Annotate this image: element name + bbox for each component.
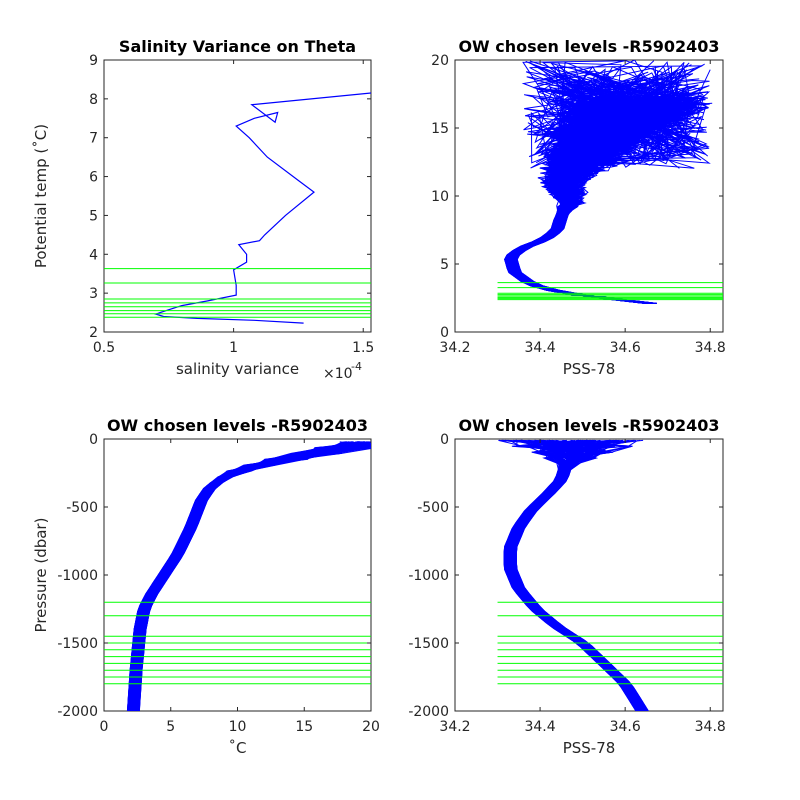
- y-axis-label: Pressure (dbar): [32, 518, 50, 633]
- x-tick-label: 34.8: [695, 340, 726, 356]
- y-axis-label: Potential temp (˚C): [32, 124, 50, 268]
- y-tick-label: -500: [66, 500, 98, 516]
- profile-line: [131, 442, 371, 711]
- y-tick-label: 5: [440, 257, 449, 273]
- y-tick-label: -2000: [57, 704, 98, 720]
- x-tick-label: 0.5: [93, 340, 115, 356]
- y-tick-label: -1500: [408, 636, 449, 652]
- x-tick-label: 34.4: [524, 340, 555, 356]
- plot-content: [497, 60, 723, 304]
- x-tick-label: 34.2: [439, 340, 470, 356]
- y-tick-label: 5: [89, 208, 98, 224]
- profile-line: [128, 441, 364, 711]
- plot-area: [454, 438, 724, 712]
- profile-line: [136, 441, 354, 711]
- plot-content: [104, 92, 371, 324]
- x-tick-label: 34.2: [439, 719, 470, 735]
- x-tick-label: 10: [229, 719, 247, 735]
- subplot-4: 34.2 34.4 34.6 34.8 -2000 -1500 -1000 -500 0 OW c…: [408, 416, 726, 757]
- profile-line: [133, 441, 370, 711]
- profile-line: [138, 444, 371, 711]
- subplot-1: 0.5 1 1.5 2 3 4 5 6 7 8 9 Salinity Variance on Thet…: [32, 37, 374, 382]
- y-tick-label: 6: [89, 170, 98, 186]
- y-tick-label: 10: [431, 189, 449, 205]
- profile-line: [134, 443, 371, 711]
- y-tick-label: 15: [431, 121, 449, 137]
- subplot-3: 0 5 10 15 20 -2000 -1500 -1000 -500 0 OW chosen le…: [32, 416, 380, 757]
- x-tick-label: 1: [229, 340, 238, 356]
- y-tick-label: 8: [89, 92, 98, 108]
- profile-line: [503, 439, 637, 711]
- chart-title: OW chosen levels -R5902403: [458, 37, 719, 56]
- profile-line: [512, 78, 709, 304]
- variance-line: [153, 92, 371, 324]
- y-tick-label: 20: [431, 53, 449, 69]
- profile-line: [515, 439, 648, 711]
- y-tick-label: -1000: [57, 568, 98, 584]
- profile-line: [511, 62, 696, 304]
- y-tick-label: -1500: [57, 636, 98, 652]
- y-tick-label: 4: [89, 247, 98, 263]
- y-tick-label: -500: [417, 500, 449, 516]
- plot-area: [103, 438, 372, 712]
- y-tick-label: 0: [89, 432, 98, 448]
- y-tick-label: -1000: [408, 568, 449, 584]
- profile-line: [513, 439, 647, 711]
- x-tick-label: 5: [166, 719, 175, 735]
- plot-content: [104, 441, 371, 711]
- y-tick-label: -2000: [408, 704, 449, 720]
- x-tick-label: 20: [362, 719, 380, 735]
- subplot-2: 34.2 34.4 34.6 34.8 0 5 10 15 20 OW chosen levels…: [431, 37, 726, 378]
- profile-line: [135, 443, 371, 711]
- profile-line: [137, 441, 371, 711]
- chart-title: OW chosen levels -R5902403: [107, 416, 368, 435]
- y-tick-label: 3: [89, 286, 98, 302]
- x-tick-label: 1.5: [352, 340, 374, 356]
- profile-line: [127, 441, 360, 711]
- y-tick-label: 9: [89, 53, 98, 69]
- chart-title: OW chosen levels -R5902403: [458, 416, 719, 435]
- chart-title: Salinity Variance on Theta: [119, 37, 356, 56]
- profile-line: [129, 443, 371, 711]
- x-tick-label: 15: [295, 719, 313, 735]
- x-tick-label: 34.6: [610, 340, 641, 356]
- y-tick-label: 2: [89, 325, 98, 341]
- x-tick-label: 0: [100, 719, 109, 735]
- x-axis-label: PSS-78: [563, 360, 616, 378]
- plot-area: [103, 59, 372, 333]
- x-axis-label: ˚C: [229, 739, 247, 757]
- x-axis-label: salinity variance: [176, 360, 299, 378]
- profile-line: [516, 439, 649, 711]
- x-tick-label: 34.4: [524, 719, 555, 735]
- y-tick-label: 7: [89, 131, 98, 147]
- x-tick-label: 34.6: [610, 719, 641, 735]
- profile-line: [504, 94, 700, 304]
- profile-line: [509, 439, 642, 711]
- x-exponent-label: ×10: [323, 366, 353, 382]
- x-tick-label: 34.8: [695, 719, 726, 735]
- x-axis-label: PSS-78: [563, 739, 616, 757]
- y-tick-label: 0: [440, 325, 449, 341]
- x-exponent-power: -4: [351, 360, 362, 373]
- profile-line: [127, 441, 346, 711]
- y-tick-label: 0: [440, 432, 449, 448]
- profile-line: [511, 439, 645, 711]
- profile-line: [508, 439, 641, 711]
- profile-line: [505, 439, 639, 711]
- plot-content: [497, 439, 723, 711]
